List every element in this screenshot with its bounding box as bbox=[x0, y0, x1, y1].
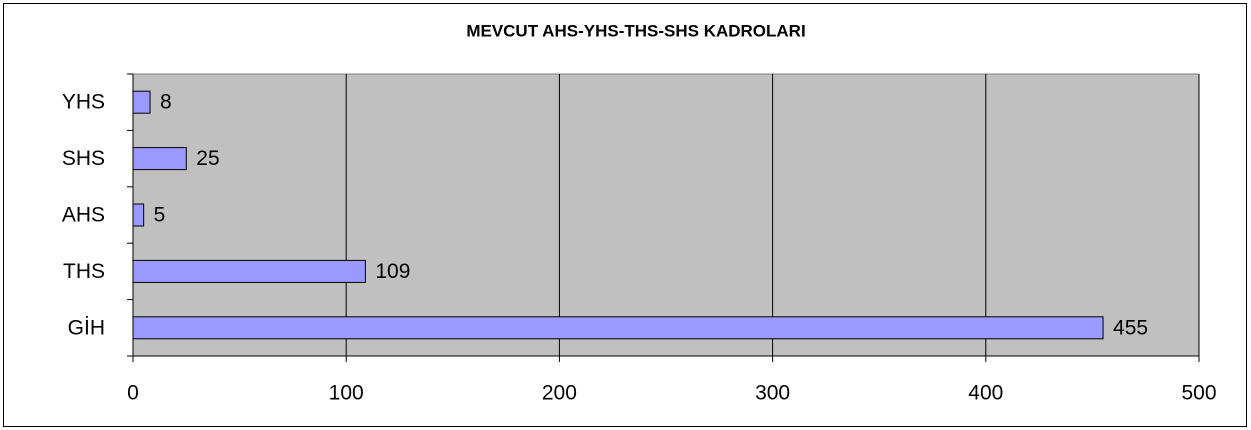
x-tick-label: 100 bbox=[329, 382, 364, 405]
y-tick-label: THS bbox=[63, 260, 105, 283]
bar bbox=[132, 316, 1104, 340]
bar bbox=[132, 147, 187, 171]
data-label: 5 bbox=[154, 204, 166, 227]
y-tick-label: AHS bbox=[62, 204, 105, 227]
data-label: 8 bbox=[160, 91, 172, 114]
x-tick-label: 400 bbox=[968, 382, 1003, 405]
x-tick-label: 500 bbox=[1181, 382, 1216, 405]
bar bbox=[132, 259, 366, 283]
data-label: 109 bbox=[375, 260, 410, 283]
data-label: 25 bbox=[196, 147, 219, 170]
x-tick-label: 200 bbox=[542, 382, 577, 405]
x-tick-label: 0 bbox=[127, 382, 139, 405]
chart-title: MEVCUT AHS-YHS-THS-SHS KADROLARI bbox=[466, 21, 805, 40]
y-tick-label: YHS bbox=[62, 91, 105, 114]
plot-area bbox=[132, 73, 1200, 357]
y-tick-label: SHS bbox=[62, 147, 105, 170]
y-tick-label: GİH bbox=[68, 316, 105, 339]
data-label: 455 bbox=[1113, 316, 1148, 339]
bar bbox=[132, 203, 145, 227]
bar bbox=[132, 90, 151, 114]
x-tick-label: 300 bbox=[755, 382, 790, 405]
